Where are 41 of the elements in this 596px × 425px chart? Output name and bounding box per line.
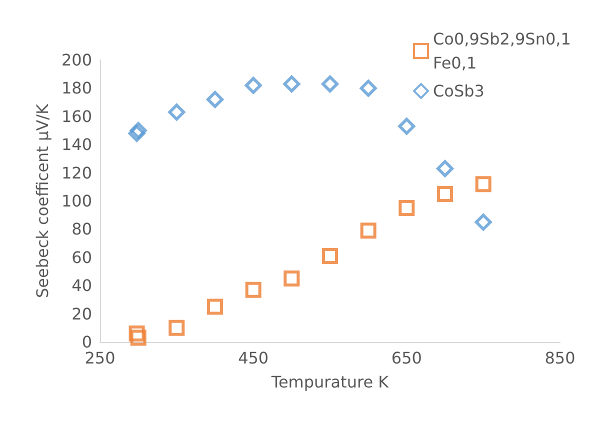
y-tick-label: 120: [61, 163, 92, 182]
point: [128, 326, 145, 342]
point: [168, 104, 186, 121]
point: [475, 176, 492, 192]
y-tick-label: 60: [72, 248, 92, 267]
x-tick-label: 850: [544, 348, 576, 368]
y-tick-label: 180: [61, 78, 92, 98]
point: [130, 330, 146, 346]
point: [284, 270, 300, 287]
point: [360, 80, 377, 97]
point: [436, 160, 454, 178]
legend-label: CoSb3: [433, 82, 484, 100]
y-tick-label: 160: [61, 106, 92, 126]
point: [474, 214, 492, 231]
point: [398, 118, 416, 135]
point: [244, 76, 262, 94]
point: [206, 90, 224, 108]
point: [245, 282, 262, 298]
y-axis-title: Seebeck coefficent µV/K: [33, 103, 52, 298]
y-tick-label: 80: [72, 220, 92, 239]
y-tick-label: 140: [61, 135, 92, 154]
point: [130, 122, 147, 139]
point: [207, 298, 223, 315]
point: [322, 248, 338, 264]
y-tick-label: 100: [61, 192, 92, 210]
x-tick-label: 250: [84, 348, 116, 368]
x-tick-label: 650: [391, 348, 422, 368]
point: [360, 222, 376, 239]
y-tick-label: 200: [61, 50, 92, 70]
y-tick-label: 0: [82, 332, 92, 352]
point: [168, 320, 185, 336]
x-axis-title: Tempurature K: [270, 372, 390, 392]
point: [322, 75, 338, 92]
y-tick-label: 20: [72, 304, 92, 324]
y-tick-label: 40: [72, 276, 92, 296]
point: [128, 124, 146, 142]
point: [398, 200, 415, 216]
point: [283, 75, 300, 92]
x-tick-label: 450: [238, 348, 269, 368]
point: [437, 186, 453, 202]
legend-label: Co0,9Sb2,9Sn0,1 Fe0,1: [433, 30, 576, 72]
